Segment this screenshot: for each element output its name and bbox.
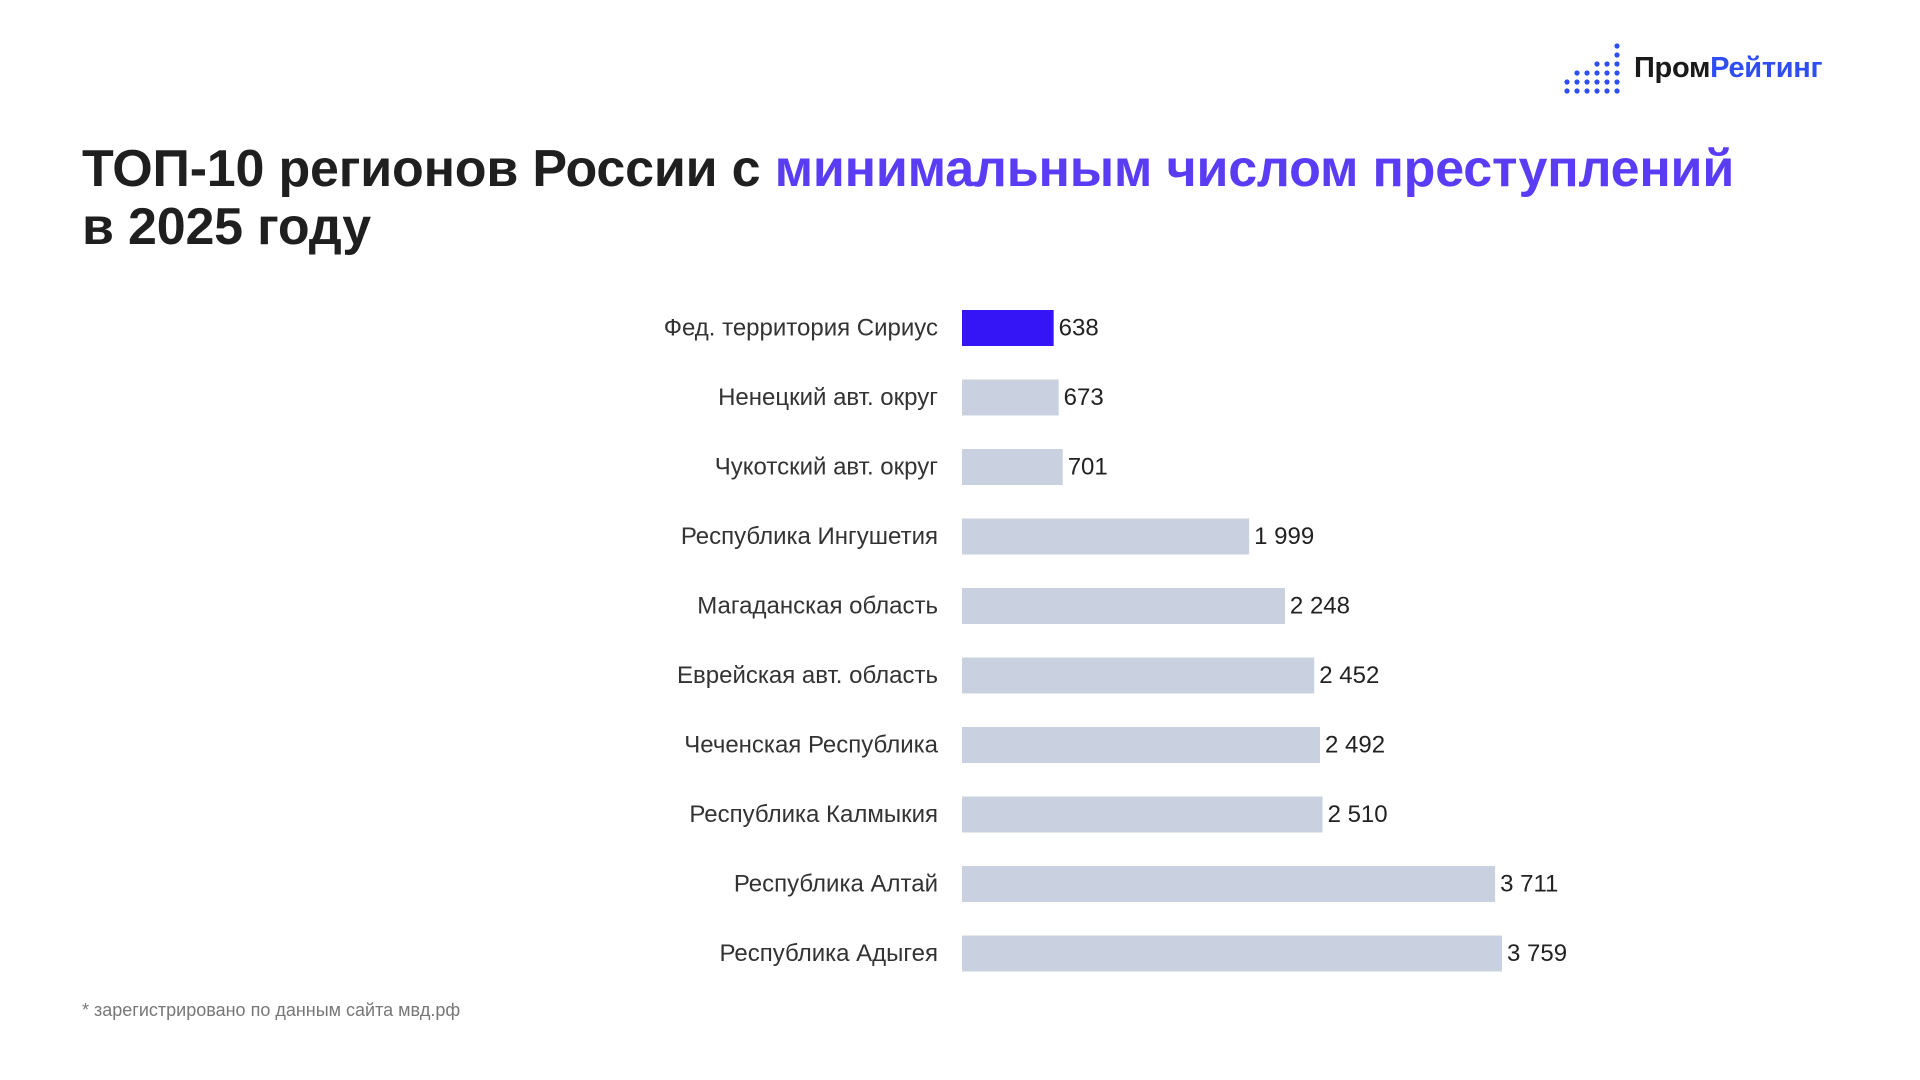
value-label: 2 510 <box>1328 801 1388 828</box>
bar <box>962 796 1323 833</box>
bar <box>962 379 1059 416</box>
bar <box>962 727 1320 763</box>
bar <box>962 518 1250 555</box>
value-label: 2 248 <box>1290 593 1350 620</box>
category-label: Фед. территория Сириус <box>664 315 938 342</box>
logo-wordmark: ПромРейтинг <box>1634 51 1823 84</box>
category-label: Чукотский авт. округ <box>715 454 938 481</box>
value-label: 1 999 <box>1254 523 1314 550</box>
value-label: 3 711 <box>1500 871 1558 898</box>
bar <box>962 449 1063 485</box>
bar <box>962 935 1502 972</box>
dot-grid-bars-icon <box>1564 43 1620 94</box>
value-label: 673 <box>1064 384 1104 411</box>
footnote: * зарегистрировано по данным сайта мвд.р… <box>82 1000 461 1020</box>
value-label: 3 759 <box>1507 940 1567 967</box>
category-label: Республика Алтай <box>734 871 938 898</box>
logo-name-part2: Рейтинг <box>1710 51 1823 84</box>
title-highlight: минимальным числом преступлений <box>774 140 1735 198</box>
value-label: 2 492 <box>1325 732 1385 759</box>
category-label: Республика Ингушетия <box>681 523 938 550</box>
title-part1: ТОП-10 регионов России с <box>82 140 775 198</box>
category-label: Еврейская авт. область <box>677 662 938 689</box>
logo-name-part1: Пром <box>1634 51 1711 84</box>
category-label: Республика Адыгея <box>719 940 938 967</box>
title-part2: в 2025 году <box>82 198 371 256</box>
bar <box>962 588 1285 624</box>
value-label: 638 <box>1059 315 1099 342</box>
bar <box>962 657 1315 694</box>
page-title: ТОП-10 регионов России с минимальным чис… <box>82 140 1882 256</box>
highlighted-bar <box>962 310 1054 346</box>
bar <box>962 866 1496 902</box>
logo: ПромРейтинг <box>1562 40 1823 96</box>
value-label: 2 452 <box>1319 662 1379 689</box>
category-label: Республика Калмыкия <box>689 801 938 828</box>
category-label: Ненецкий авт. округ <box>718 384 938 411</box>
value-label: 701 <box>1068 454 1108 481</box>
category-label: Чеченская Республика <box>684 732 938 759</box>
category-label: Магаданская область <box>697 593 938 620</box>
bar-chart: Фед. территория Сириус 638 Ненецкий авт. о… <box>664 310 1567 972</box>
